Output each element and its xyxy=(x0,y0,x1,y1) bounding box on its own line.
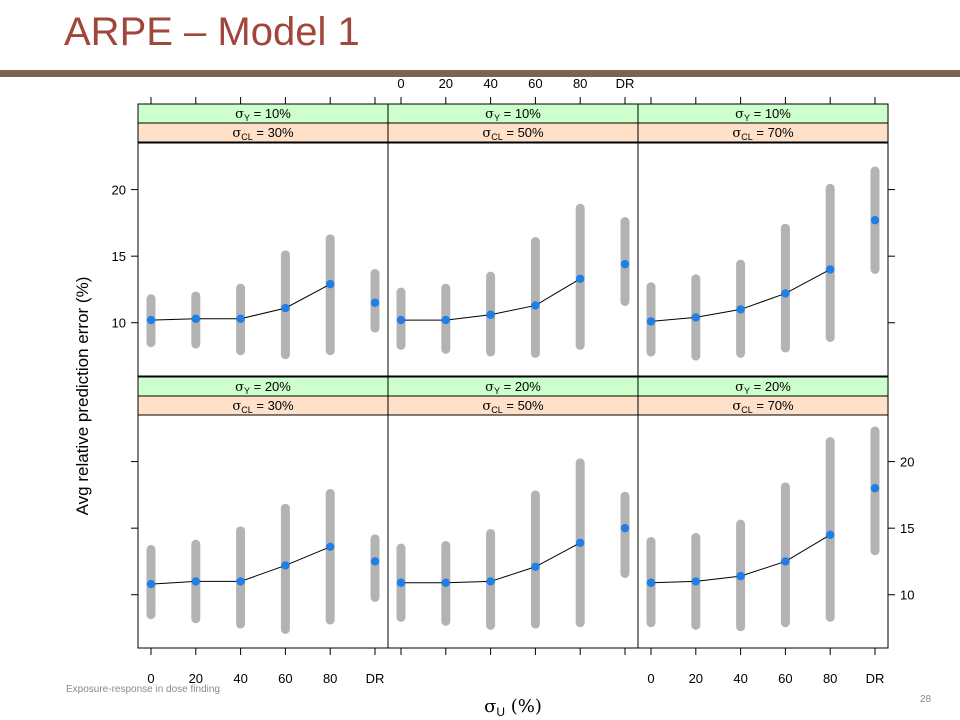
x-tick-label: 40 xyxy=(233,671,247,686)
data-point xyxy=(191,577,200,586)
strip-label: σCL = 30% xyxy=(232,125,294,142)
data-point xyxy=(326,279,335,289)
x-tick-label: DR xyxy=(866,671,885,686)
x-axis-label: σU (%) xyxy=(484,696,542,719)
strip-label: σCL = 70% xyxy=(732,125,794,142)
data-point xyxy=(441,315,450,325)
strip-label: σCL = 70% xyxy=(732,398,794,415)
data-point xyxy=(646,317,656,326)
x-tick-label: 80 xyxy=(323,671,337,686)
panel-frame xyxy=(137,414,389,649)
data-point xyxy=(576,274,585,284)
data-point-dr xyxy=(620,523,630,533)
data-point xyxy=(576,538,585,548)
y-tick-label: 15 xyxy=(900,521,914,536)
x-tick-label: 20 xyxy=(439,76,453,91)
x-tick-label: 60 xyxy=(528,76,542,91)
x-tick-label: 40 xyxy=(733,671,747,686)
data-point xyxy=(736,571,745,581)
data-point xyxy=(646,578,656,587)
page-number: 28 xyxy=(920,694,932,705)
x-tick-label: 40 xyxy=(483,76,497,91)
panel-frame xyxy=(637,142,889,377)
strip-bottom xyxy=(637,122,889,143)
panel-frame xyxy=(637,414,889,649)
x-tick-label: 20 xyxy=(689,671,703,686)
data-point xyxy=(691,577,700,586)
strip-label: σY = 20% xyxy=(235,379,291,396)
data-point xyxy=(691,313,700,322)
data-point xyxy=(781,289,790,298)
strip-label: σCL = 50% xyxy=(482,125,544,142)
x-tick-label: 60 xyxy=(778,671,792,686)
data-point xyxy=(781,557,790,566)
x-tick-label: 0 xyxy=(647,671,654,686)
data-point-dr xyxy=(870,484,880,493)
data-point-dr xyxy=(870,216,880,225)
strip-label: σCL = 30% xyxy=(232,398,294,415)
data-point xyxy=(441,578,450,587)
data-point xyxy=(281,561,290,570)
y-tick-label: 20 xyxy=(900,455,914,470)
data-point-dr xyxy=(620,259,630,269)
data-point xyxy=(736,305,745,314)
data-point xyxy=(486,310,495,319)
y-tick-label: 10 xyxy=(112,316,126,331)
data-point xyxy=(531,562,540,571)
slide-title: ARPE – Model 1 xyxy=(64,10,360,54)
data-point xyxy=(531,301,540,310)
panel-frame xyxy=(387,142,639,377)
strip-label: σY = 10% xyxy=(235,106,291,123)
data-point xyxy=(146,579,156,589)
panel-frame xyxy=(387,414,639,649)
data-point xyxy=(826,530,835,540)
data-point xyxy=(396,578,406,587)
y-tick-label: 20 xyxy=(112,183,126,198)
y-tick-label: 15 xyxy=(112,249,126,264)
title-rule xyxy=(0,70,960,77)
data-point xyxy=(326,542,335,552)
data-point xyxy=(236,314,245,323)
data-point xyxy=(146,315,156,325)
x-tick-label: 20 xyxy=(189,671,203,686)
x-tick-label: 0 xyxy=(147,671,154,686)
data-point xyxy=(826,265,835,274)
data-point xyxy=(236,577,245,586)
data-point-dr xyxy=(370,557,380,566)
x-tick-label: 80 xyxy=(573,76,587,91)
y-tick-label: 10 xyxy=(900,588,914,603)
y-axis-label: Avg relative prediction error (%) xyxy=(73,277,92,516)
slide-footer: Exposure-response in dose finding xyxy=(66,684,220,695)
x-tick-label: DR xyxy=(366,671,385,686)
x-tick-label: 0 xyxy=(397,76,404,91)
strip-label: σY = 10% xyxy=(735,106,791,123)
strip-label: σCL = 50% xyxy=(482,398,544,415)
strip-label: σY = 20% xyxy=(485,379,541,396)
strip-label: σY = 20% xyxy=(735,379,791,396)
data-point xyxy=(486,577,495,586)
x-tick-label: DR xyxy=(616,76,635,91)
data-point xyxy=(191,314,200,323)
panel-frame xyxy=(137,142,389,377)
strip-label: σY = 10% xyxy=(485,106,541,123)
data-point xyxy=(396,315,406,325)
x-tick-label: 60 xyxy=(278,671,292,686)
data-point-dr xyxy=(370,298,380,307)
x-tick-label: 80 xyxy=(823,671,837,686)
data-point xyxy=(281,303,290,313)
